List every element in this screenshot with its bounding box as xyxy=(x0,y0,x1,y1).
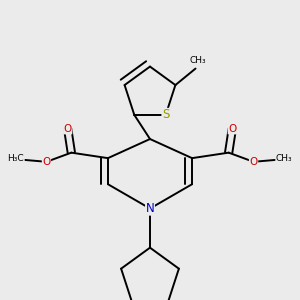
Text: CH₃: CH₃ xyxy=(276,154,292,164)
Text: O: O xyxy=(42,157,51,167)
Text: CH₃: CH₃ xyxy=(189,56,206,65)
Text: N: N xyxy=(146,202,154,215)
Text: O: O xyxy=(228,124,236,134)
Text: H₃C: H₃C xyxy=(8,154,24,164)
Text: S: S xyxy=(162,108,169,122)
Text: O: O xyxy=(64,124,72,134)
Text: O: O xyxy=(249,157,258,167)
